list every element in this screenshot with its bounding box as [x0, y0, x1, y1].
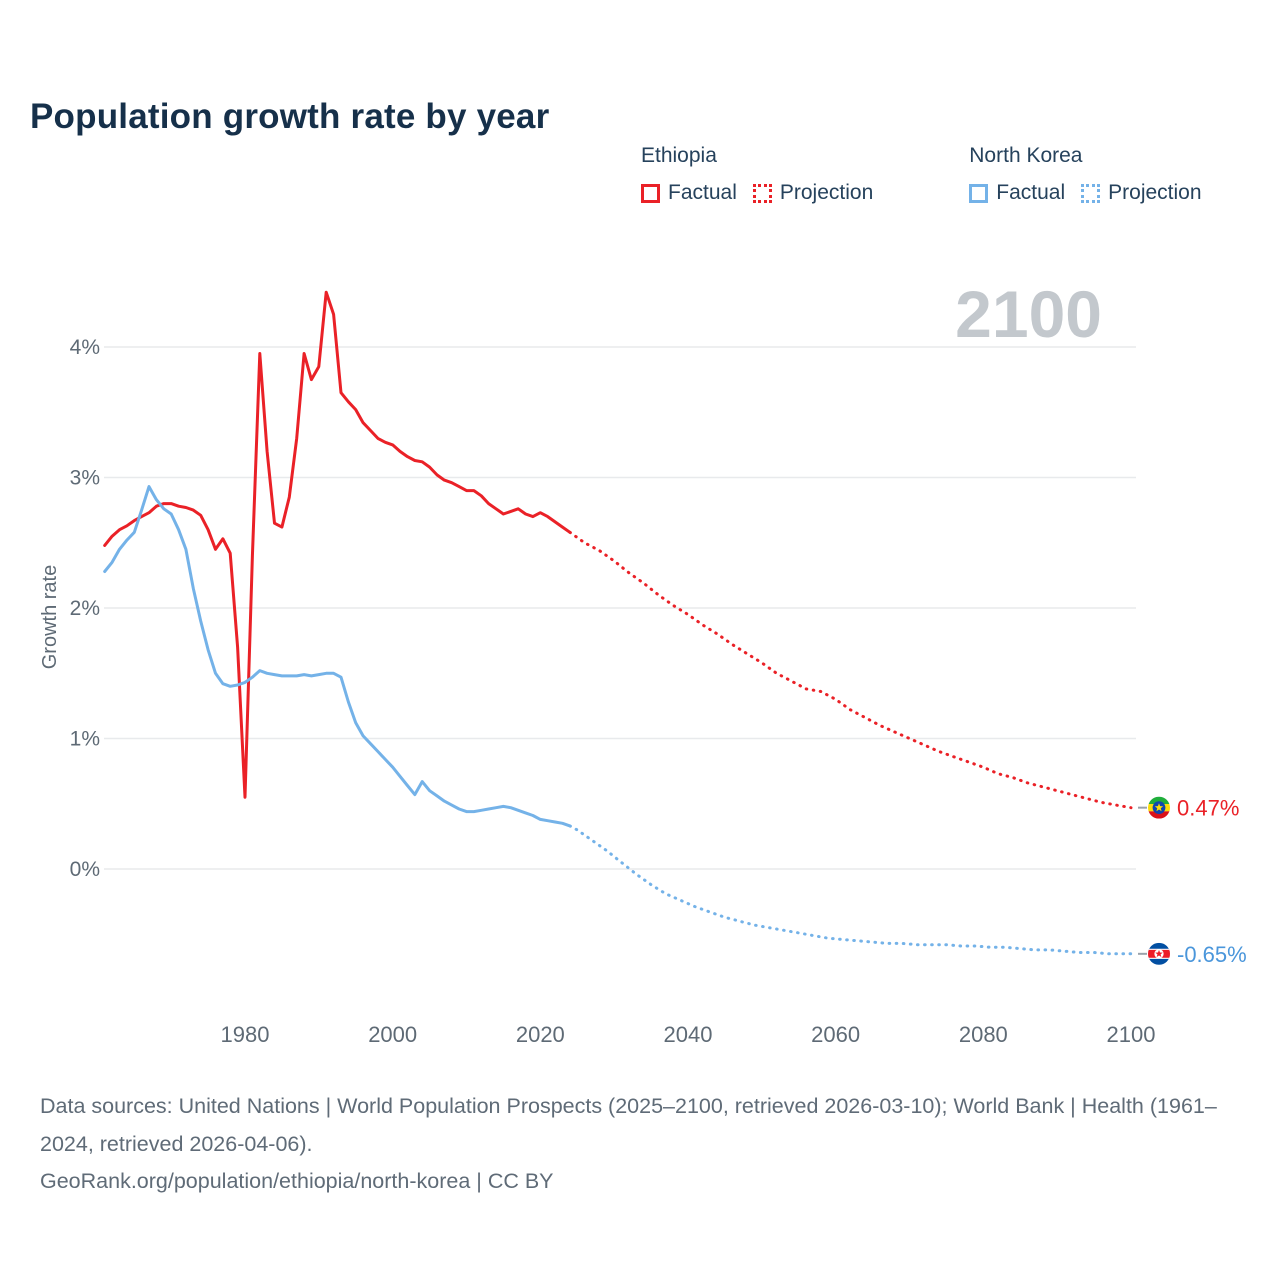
svg-text:4%: 4% — [70, 336, 100, 359]
svg-text:-0.65%: -0.65% — [1177, 942, 1247, 967]
legend-label-north-korea-projection[interactable]: Projection — [1108, 181, 1202, 204]
svg-text:0.47%: 0.47% — [1177, 796, 1239, 821]
svg-text:2080: 2080 — [959, 1022, 1008, 1047]
legend-group-title-north-korea: North Korea — [969, 144, 1083, 167]
legend-swatch-north-korea-factual[interactable] — [969, 183, 989, 203]
legend-group-north-korea: North Korea Factual Projection — [969, 144, 1217, 205]
svg-text:2020: 2020 — [516, 1022, 565, 1047]
svg-text:1980: 1980 — [221, 1022, 270, 1047]
svg-text:1%: 1% — [70, 728, 100, 751]
svg-text:0%: 0% — [70, 858, 100, 881]
legend-group-title-ethiopia: Ethiopia — [641, 144, 717, 167]
svg-text:3%: 3% — [70, 467, 100, 490]
legend-swatch-north-korea-projection[interactable] — [1081, 183, 1101, 203]
legend-swatch-ethiopia-projection[interactable] — [752, 183, 772, 203]
svg-text:2000: 2000 — [368, 1022, 417, 1047]
page-title: Population growth rate by year — [30, 97, 550, 137]
watermark-year: 2100 — [955, 277, 1102, 351]
data-sources-text: Data sources: United Nations | World Pop… — [40, 1094, 1217, 1156]
legend-group-ethiopia: Ethiopia Factual Projection — [641, 144, 889, 205]
footer: Data sources: United Nations | World Pop… — [40, 1088, 1252, 1201]
svg-text:2040: 2040 — [664, 1022, 713, 1047]
svg-text:2%: 2% — [70, 597, 100, 620]
legend: Ethiopia Factual Projection North Korea … — [641, 144, 1218, 205]
svg-text:2060: 2060 — [811, 1022, 860, 1047]
legend-label-north-korea-factual[interactable]: Factual — [996, 181, 1066, 204]
svg-text:2100: 2100 — [1107, 1022, 1156, 1047]
legend-label-ethiopia-projection[interactable]: Projection — [779, 181, 874, 204]
legend-label-ethiopia-factual[interactable]: Factual — [668, 181, 737, 204]
ethiopia-flag-icon — [1148, 796, 1170, 819]
attribution-link[interactable]: GeoRank.org/population/ethiopia/north-ko… — [40, 1169, 554, 1194]
legend-swatch-ethiopia-factual[interactable] — [641, 183, 660, 203]
north-korea-flag-icon — [1148, 942, 1170, 965]
